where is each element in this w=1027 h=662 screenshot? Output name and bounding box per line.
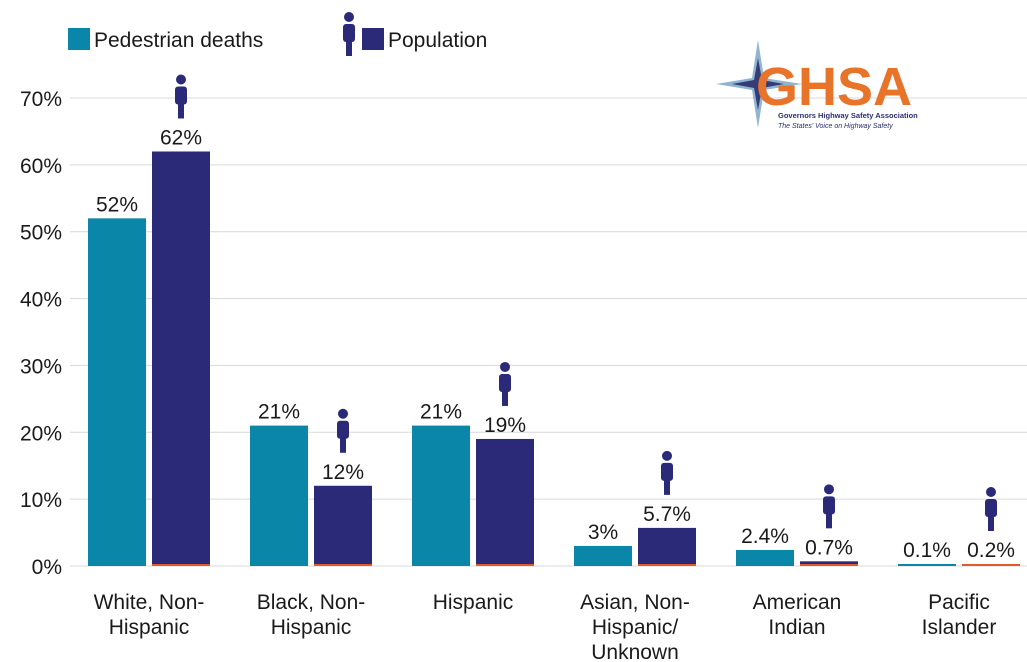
y-axis-ticks: 0% 10% 20% 30% 40% 50% 60% 70% bbox=[20, 88, 62, 579]
bar-pedestrian-deaths bbox=[88, 218, 146, 567]
bar-baseline-accent bbox=[476, 564, 534, 566]
bar-pedestrian-deaths bbox=[898, 564, 956, 566]
bar-pedestrian-deaths bbox=[736, 549, 794, 566]
person-icon bbox=[823, 484, 835, 529]
value-label: 3% bbox=[588, 521, 618, 544]
legend: Pedestrian deaths Population bbox=[68, 12, 487, 56]
legend-label-pedestrian-deaths: Pedestrian deaths bbox=[94, 29, 263, 52]
category-label: American Indian bbox=[753, 591, 842, 639]
legend-swatch-pedestrian-deaths bbox=[68, 28, 90, 50]
bar-population bbox=[800, 561, 858, 566]
bar-baseline-accent bbox=[962, 564, 1020, 566]
logo-tagline: The States' Voice on Highway Safety bbox=[778, 123, 893, 130]
bar-baseline-accent bbox=[800, 564, 858, 566]
value-label: 0.1% bbox=[903, 539, 951, 562]
bar-baseline-accent bbox=[152, 564, 210, 566]
y-tick-label: 10% bbox=[20, 489, 62, 512]
logo-star-core bbox=[732, 58, 784, 110]
bar-population bbox=[314, 485, 372, 566]
y-tick-label: 50% bbox=[20, 222, 62, 245]
y-tick-label: 20% bbox=[20, 422, 62, 445]
y-tick-label: 40% bbox=[20, 289, 62, 312]
value-label: 19% bbox=[484, 414, 526, 437]
category-label: Asian, Non-Hispanic/Unknown bbox=[580, 591, 690, 662]
bar-population bbox=[476, 438, 534, 566]
y-tick-label: 60% bbox=[20, 155, 62, 178]
y-tick-label: 0% bbox=[32, 556, 62, 579]
value-label: 0.7% bbox=[805, 536, 853, 559]
category-label: Hispanic bbox=[433, 591, 514, 614]
category-label: Pacific Islander bbox=[922, 591, 997, 639]
logo-text: GHSA bbox=[756, 57, 912, 117]
bar-pedestrian-deaths bbox=[250, 425, 308, 566]
category-label: White, Non-Hispanic bbox=[94, 591, 205, 639]
y-tick-label: 30% bbox=[20, 355, 62, 378]
value-label: 2.4% bbox=[741, 525, 789, 548]
value-label: 12% bbox=[322, 461, 364, 484]
legend-label-population: Population bbox=[388, 29, 487, 52]
person-icon bbox=[337, 408, 349, 453]
bars bbox=[88, 151, 1020, 567]
value-label: 5.7% bbox=[643, 503, 691, 526]
x-axis-categories: White, Non-Hispanic Black, Non-Hispanic Hi… bbox=[94, 591, 997, 662]
category-label: Black, Non-Hispanic bbox=[257, 591, 366, 639]
value-label: 52% bbox=[96, 193, 138, 216]
grid-lines bbox=[70, 97, 1027, 567]
person-icon bbox=[499, 361, 511, 406]
bar-baseline-accent bbox=[314, 564, 372, 566]
person-icon bbox=[175, 74, 187, 119]
legend-swatch-population bbox=[362, 28, 384, 50]
bar-population bbox=[638, 527, 696, 566]
y-tick-label: 70% bbox=[20, 88, 62, 111]
bar-population bbox=[152, 151, 210, 566]
person-icon bbox=[985, 487, 997, 531]
logo-subtitle: Governors Highway Safety Association bbox=[778, 111, 918, 120]
legend-person-icon bbox=[343, 12, 355, 56]
value-label: 0.2% bbox=[967, 539, 1015, 562]
bar-baseline-accent bbox=[638, 564, 696, 566]
bar-pedestrian-deaths bbox=[574, 545, 632, 566]
ghsa-logo: GHSA Governors Highway Safety Associatio… bbox=[716, 40, 918, 130]
value-label: 62% bbox=[160, 126, 202, 149]
value-labels: 52% 62% 21% 12% 21% 19% 3% 5.7% 2.4% 0.7% 0.1% 0.2% bbox=[96, 74, 1015, 562]
value-label: 21% bbox=[258, 401, 300, 424]
bar-pedestrian-deaths bbox=[412, 425, 470, 566]
person-icon bbox=[661, 450, 673, 495]
value-label: 21% bbox=[420, 401, 462, 424]
